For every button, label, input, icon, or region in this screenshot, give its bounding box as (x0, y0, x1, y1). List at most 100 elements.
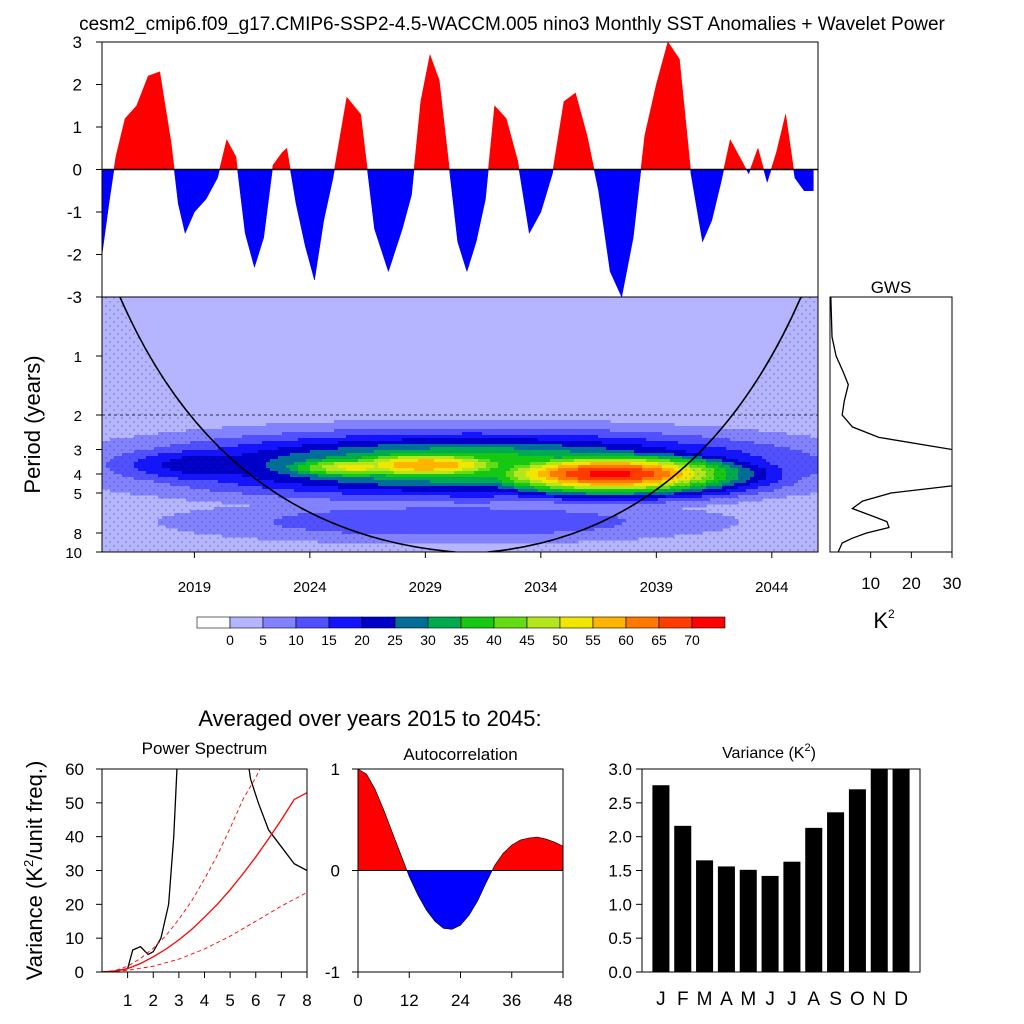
variance-bar (783, 861, 801, 972)
gws-title: GWS (871, 278, 912, 297)
colorbar-label: 25 (387, 632, 403, 648)
coi-curve-left (119, 297, 456, 552)
period-tick-label: 4 (74, 467, 82, 484)
spectrum-series-spectrum (102, 769, 307, 972)
year-tick-label: 2044 (755, 579, 788, 596)
period-tick-label: 5 (74, 486, 82, 503)
period-tick-label: 8 (74, 526, 82, 543)
colorbar-box (394, 616, 429, 629)
var-ytick-label: 0.5 (608, 929, 632, 948)
variance-bar (827, 812, 845, 972)
year-tick-label: 2039 (640, 579, 673, 596)
month-label: M (740, 989, 756, 1010)
colorbar-label: 10 (288, 632, 304, 648)
autocorrelation-panel: Autocorrelation 1 0 -1 0 12 24 36 48 (325, 745, 573, 1010)
month-label: A (807, 989, 820, 1010)
colorbar-box (262, 616, 297, 629)
variance-bar (761, 875, 779, 972)
ps-xtick-label: 6 (251, 991, 260, 1010)
ps-xtick-label: 1 (123, 991, 132, 1010)
ac-xtick-label: 48 (554, 991, 573, 1010)
spectrum-series-upper-bound (102, 769, 261, 972)
variance-bar (892, 769, 910, 972)
ytick-label: 3 (73, 33, 82, 52)
ac-ytick-label: 0 (331, 862, 340, 881)
power-spectrum-frame (101, 768, 308, 973)
ps-ytick-label: 50 (65, 794, 84, 813)
var-ytick-label: 2.0 (608, 828, 632, 847)
variance-bar (696, 860, 714, 972)
colorbar-label: 60 (618, 632, 634, 648)
colorbar-label: 40 (486, 632, 502, 648)
colorbar-label: 5 (259, 632, 267, 648)
gws-panel: GWS 10 20 30 K2 (829, 278, 962, 633)
power-spectrum-title: Power Spectrum (142, 739, 268, 758)
ps-ytick-label: 30 (65, 862, 84, 881)
gws-xlabel-sup: 2 (888, 607, 895, 621)
month-label: J (765, 989, 775, 1010)
ps-ytick-label: 60 (65, 760, 84, 779)
variance-bar (717, 866, 735, 972)
colorbar-box (526, 616, 561, 629)
colorbar-label: 45 (519, 632, 535, 648)
period-tick-label: 2 (74, 408, 82, 425)
colorbar-box (427, 616, 462, 629)
variance-bar (674, 825, 692, 972)
var-ytick-label: 1.0 (608, 895, 632, 914)
coi-hatch-left (102, 297, 456, 552)
ps-ytick-label: 20 (65, 895, 84, 914)
colorbar-label: 70 (684, 632, 700, 648)
colorbar-box (460, 616, 495, 629)
period-tick-label: 10 (65, 545, 82, 562)
positive-anomaly-area (102, 42, 814, 170)
gws-xlabel: K2 (873, 607, 895, 633)
var-ytick-label: 3.0 (608, 760, 632, 779)
colorbar-box (559, 616, 594, 629)
colorbar-label: 35 (453, 632, 469, 648)
colorbar-label: 15 (321, 632, 337, 648)
ps-ytick-label: 0 (75, 963, 84, 982)
gws-xtick-label: 20 (902, 574, 921, 593)
var-ytick-label: 1.5 (608, 862, 632, 881)
ytick-label: 1 (73, 118, 82, 137)
colorbar-label: 65 (651, 632, 667, 648)
colorbar-box (196, 616, 231, 629)
variance-panel: J F M A M J J A S O N D0.00.51.01.52.02.53.0Varianc… (608, 742, 921, 1010)
colorbar-box (361, 616, 396, 629)
gws-xtick-label: 30 (943, 574, 962, 593)
colorbar-box (658, 616, 693, 629)
variance-bar (805, 827, 823, 972)
year-tick-label: 2029 (409, 579, 442, 596)
coi-curve-right (487, 297, 802, 552)
spectrum-series-lower-bound (102, 892, 307, 972)
month-label: D (894, 989, 908, 1010)
autocorr-negative-area (358, 870, 563, 930)
period-tick-label: 1 (74, 349, 82, 366)
power-spectrum-plot-area (102, 769, 307, 972)
colorbar-label: 55 (585, 632, 601, 648)
month-label: S (829, 989, 842, 1010)
month-label: J (656, 989, 666, 1010)
gws-line (830, 297, 952, 552)
month-label: J (787, 989, 797, 1010)
coi-hatch-right (487, 297, 818, 552)
wavelet-panel: 1 2 3 4 5 8 10 2019 2024 2029 2034 2039 2044 Period (… (20, 296, 819, 596)
power-spectrum-panel: Power Spectrum 0 10 20 30 40 50 60 1 2 3 4 5 6 7 8 Varia… (21, 739, 312, 1010)
ps-ytick-label: 40 (65, 828, 84, 847)
colorbar-box (328, 616, 363, 629)
autocorr-title: Autocorrelation (403, 745, 517, 764)
ytick-label: -2 (67, 246, 82, 265)
colorbar-label: 0 (226, 632, 234, 648)
colorbar-box (625, 616, 660, 629)
gws-plot-area (830, 297, 952, 552)
colorbar-box (295, 616, 330, 629)
ps-xtick-label: 5 (225, 991, 234, 1010)
ps-xtick-label: 2 (149, 991, 158, 1010)
month-label: O (850, 989, 865, 1010)
averaged-caption: Averaged over years 2015 to 2045: (198, 706, 541, 731)
colorbar-box (229, 616, 264, 629)
ac-xtick-label: 12 (400, 991, 419, 1010)
variance-bar (739, 869, 757, 972)
wavelet-frame (101, 296, 819, 553)
ytick-label: 2 (73, 76, 82, 95)
